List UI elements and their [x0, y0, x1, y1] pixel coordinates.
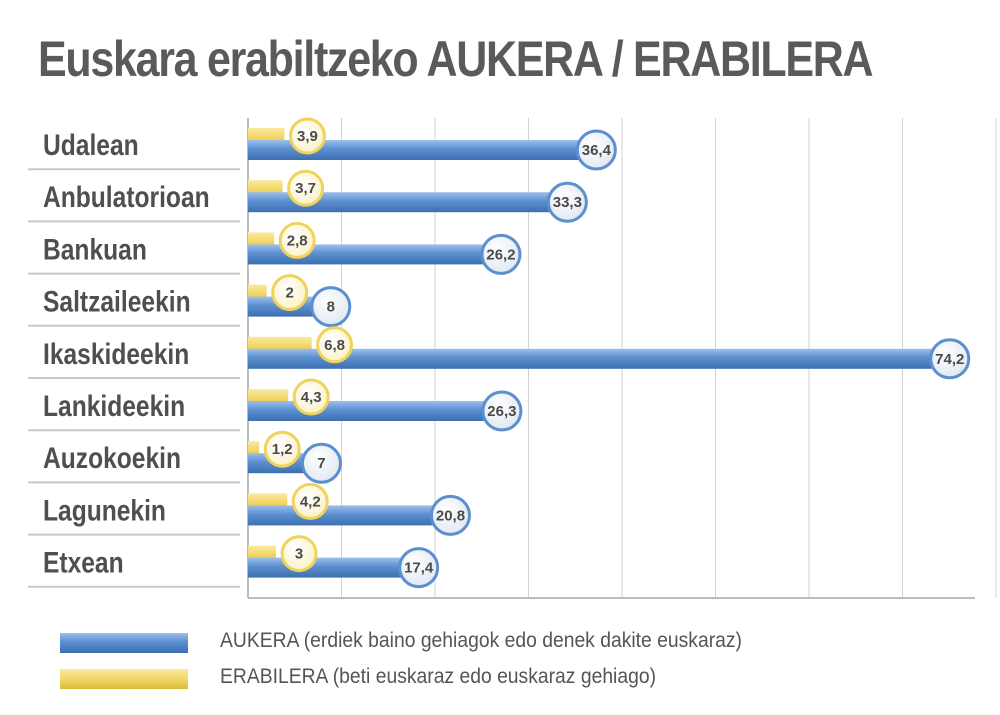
data-label-aukera: 74,2 [935, 351, 964, 368]
legend-swatch-erabilera [60, 669, 188, 689]
data-label-marker-erabilera [280, 535, 318, 573]
data-label-aukera: 26,2 [486, 246, 515, 263]
chart-title: Euskara erabiltzeko AUKERA / ERABILERA [38, 31, 874, 87]
category-label: Anbulatorioan [43, 180, 210, 214]
data-label-erabilera: 2 [286, 285, 294, 302]
data-label-aukera: 7 [317, 455, 325, 472]
data-label-marker-aukera [429, 494, 471, 536]
legend-swatch-aukera [60, 633, 188, 653]
data-label-aukera: 36,4 [582, 142, 612, 159]
bar-aukera [248, 192, 560, 213]
bar-erabilera [248, 441, 260, 460]
data-label-erabilera: 6,8 [324, 337, 345, 354]
bar-aukera [248, 401, 494, 421]
data-label-marker-aukera [929, 338, 971, 380]
data-label-marker-erabilera [263, 430, 301, 468]
bar-aukera [248, 140, 589, 160]
data-label-marker-aukera [480, 233, 522, 275]
data-label-marker-aukera [300, 442, 342, 484]
data-label-marker-erabilera [316, 326, 354, 364]
data-label-erabilera: 3 [295, 546, 303, 563]
data-label-marker-erabilera [288, 117, 326, 155]
data-label-marker-erabilera [287, 169, 325, 207]
data-label-marker-aukera [546, 181, 588, 223]
data-label-marker-aukera [398, 547, 440, 589]
data-label-marker-erabilera [291, 482, 329, 520]
category-label: Lankideekin [43, 389, 185, 423]
data-label-aukera: 8 [327, 299, 335, 316]
data-label-erabilera: 4,2 [300, 493, 321, 510]
category-label: Lagunekin [43, 493, 166, 527]
bar-aukera [248, 505, 443, 526]
legend-text-erabilera: ERABILERA (beti euskaraz edo euskaraz ge… [220, 665, 657, 688]
category-label: Udalean [43, 128, 139, 162]
data-label-erabilera: 3,7 [295, 180, 316, 197]
data-label-erabilera: 1,2 [272, 441, 293, 458]
bar-aukera [248, 557, 411, 578]
data-label-erabilera: 4,3 [301, 389, 322, 406]
data-label-marker-erabilera [292, 378, 330, 416]
data-label-marker-aukera [481, 390, 523, 432]
category-label: Bankuan [43, 232, 147, 266]
data-label-marker-aukera [575, 129, 617, 171]
data-label-aukera: 33,3 [553, 194, 582, 211]
legend-text-aukera: AUKERA (erdiek baino gehiagok edo denek … [220, 629, 742, 652]
data-label-marker-erabilera [278, 221, 316, 259]
data-label-marker-erabilera [271, 274, 309, 312]
bar-aukera [248, 348, 942, 369]
data-label-erabilera: 3,9 [297, 128, 318, 145]
category-label: Auzokoekin [43, 441, 181, 475]
category-label: Etxean [43, 545, 124, 579]
data-label-aukera: 20,8 [436, 507, 465, 524]
data-label-aukera: 26,3 [487, 403, 516, 420]
category-label: Saltzaileekin [43, 284, 191, 318]
category-label: Ikaskideekin [43, 336, 189, 370]
data-label-aukera: 17,4 [404, 560, 434, 577]
data-label-erabilera: 2,8 [287, 232, 308, 249]
data-label-marker-aukera [310, 286, 352, 328]
